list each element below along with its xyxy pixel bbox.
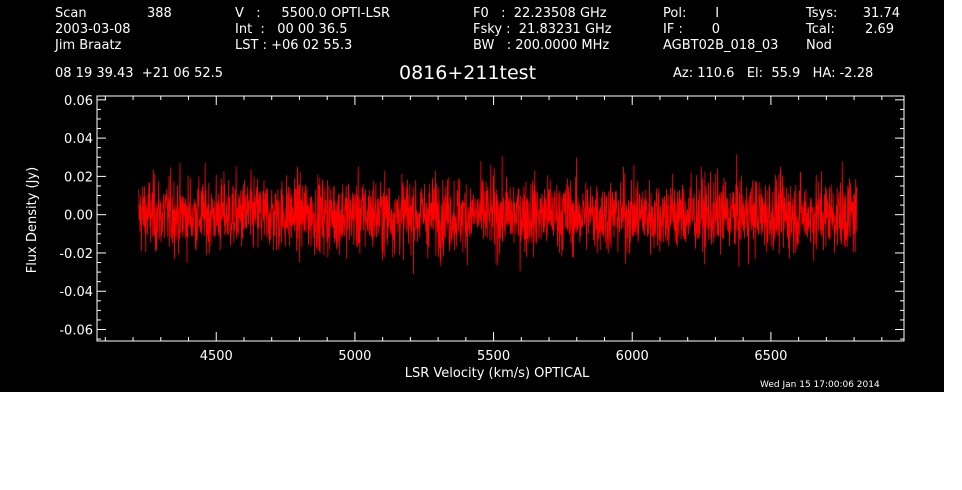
az-el-ha-text: Az: 110.6 El: 55.9 HA: -2.28 — [673, 66, 874, 81]
x-tick-label: 4500 — [200, 349, 233, 364]
y-axis-label: Flux Density (Jy) — [25, 167, 40, 273]
tsys-label: Tsys: — [806, 6, 838, 21]
lst-text: LST : +06 02 55.3 — [235, 38, 353, 53]
plot-frame — [96, 95, 905, 342]
source-title: 0816+211test — [399, 62, 537, 84]
y-tick-label: 0.06 — [64, 94, 93, 109]
y-tick-label: -0.04 — [59, 285, 93, 300]
coordinates-text: 08 19 39.43 +21 06 52.5 — [55, 66, 224, 81]
y-tick-label: 0.04 — [64, 132, 93, 147]
timestamp: Wed Jan 15 17:00:06 2014 — [760, 380, 880, 390]
tcal-value: 2.69 — [865, 22, 894, 37]
bandwidth-text: BW : 200.0000 MHz — [473, 38, 610, 53]
y-tick-label: 0.02 — [64, 170, 93, 185]
x-tick-label: 6000 — [616, 349, 649, 364]
y-tick-label: -0.06 — [59, 324, 93, 339]
x-tick-label: 6500 — [754, 349, 787, 364]
velocity-text: V : 5500.0 OPTI-LSR — [235, 6, 391, 21]
project-text: AGBT02B_018_03 — [663, 38, 779, 53]
x-tick-label: 5000 — [338, 349, 371, 364]
x-tick-label: 5500 — [477, 349, 510, 364]
sky-frequency-text: Fsky : 21.83231 GHz — [473, 22, 612, 37]
observer-text: Jim Braatz — [55, 38, 122, 53]
x-axis-label: LSR Velocity (km/s) OPTICAL — [405, 366, 590, 381]
procedure-text: Nod — [806, 38, 832, 53]
spectrum-chart: 4500 5000 5500 6000 6500 -0.06 -0.04 -0.02 0.00 0… — [25, 94, 905, 381]
plot-window: Scan 388 2003-03-08 Jim Braatz V : 5500.… — [0, 0, 944, 392]
y-tick-label: 0.00 — [64, 209, 93, 224]
polarization-text: Pol: I — [663, 6, 720, 21]
tcal-label: Tcal: — [806, 22, 835, 37]
date-text: 2003-03-08 — [55, 22, 131, 37]
rest-frequency-text: F0 : 22.23508 GHz — [473, 6, 607, 21]
tsys-value: 31.74 — [862, 6, 900, 21]
series-line — [138, 154, 858, 275]
y-tick-label: -0.02 — [59, 247, 93, 262]
scan-number: 388 — [147, 6, 172, 21]
scan-label: Scan — [55, 6, 87, 21]
if-text: IF : 0 — [663, 22, 721, 37]
integration-text: Int : 00 00 36.5 — [235, 22, 348, 37]
